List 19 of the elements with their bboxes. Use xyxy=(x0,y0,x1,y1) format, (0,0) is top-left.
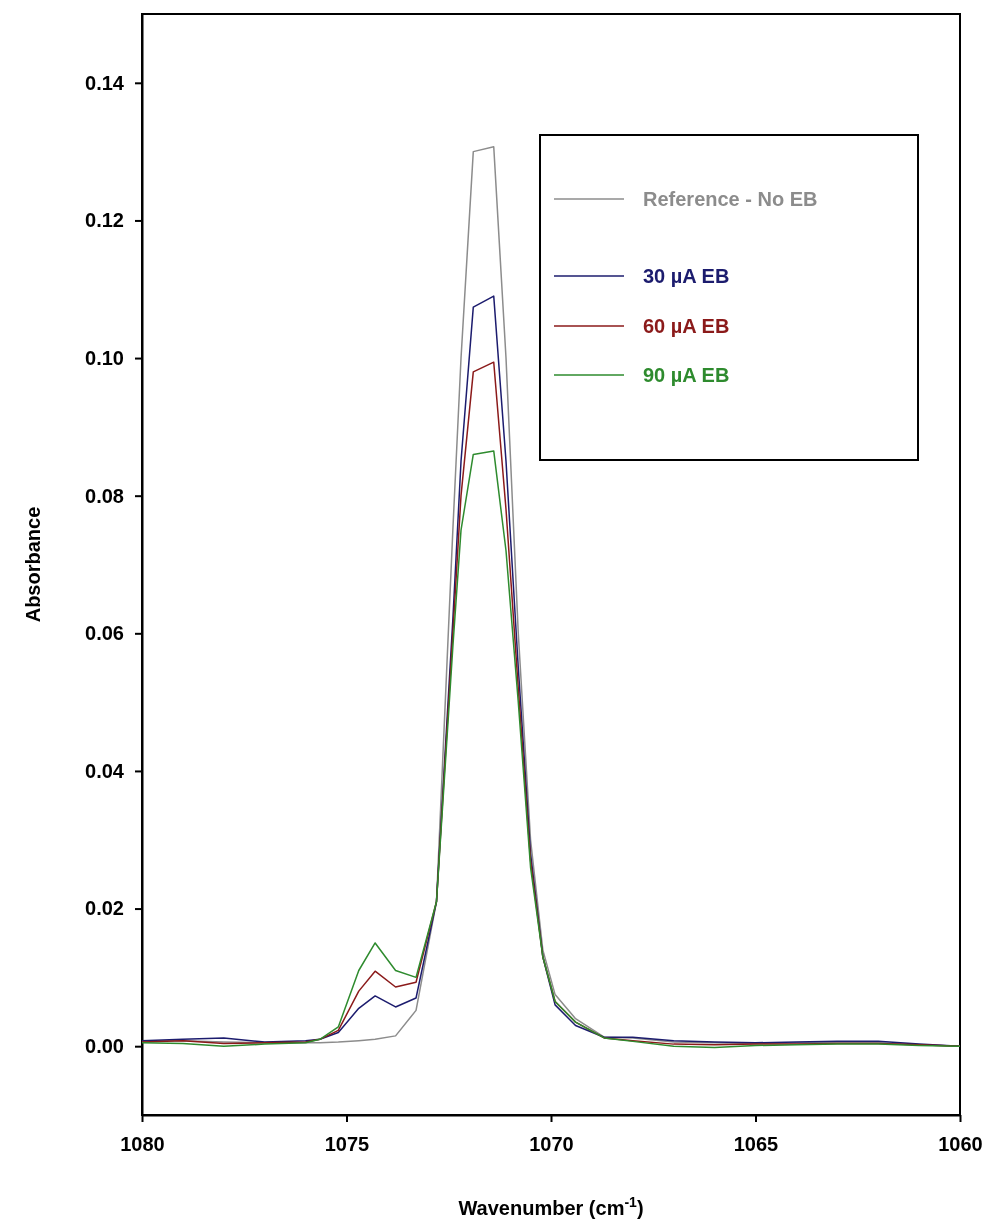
legend-label: Reference - No EB xyxy=(643,188,818,210)
y-tick-label: 0.06 xyxy=(85,622,124,645)
x-tick-label: 1075 xyxy=(324,1133,370,1155)
y-tick-label: 0.14 xyxy=(85,71,125,94)
y-tick-label: 0.08 xyxy=(85,484,124,507)
y-tick-label: 0.12 xyxy=(85,209,124,232)
legend-label: 90 µA EB xyxy=(643,364,730,386)
x-axis-title: Wavenumber (cm$^{-1}$) xyxy=(458,1194,644,1219)
x-tick-label: 1080 xyxy=(120,1133,165,1155)
legend-label: 30 µA EB xyxy=(643,265,730,287)
y-tick-label: 0.04 xyxy=(85,759,125,782)
y-tick-label: 0.02 xyxy=(85,897,124,920)
x-tick-label: 1070 xyxy=(529,1133,574,1155)
y-axis-title: Absorbance xyxy=(22,506,44,623)
legend-label: 60 µA EB xyxy=(643,315,730,337)
y-tick-label: 0.00 xyxy=(85,1035,124,1058)
x-tick-label: 1060 xyxy=(938,1133,983,1155)
y-tick-label: 0.10 xyxy=(85,346,124,369)
x-tick-label: 1065 xyxy=(733,1133,779,1155)
